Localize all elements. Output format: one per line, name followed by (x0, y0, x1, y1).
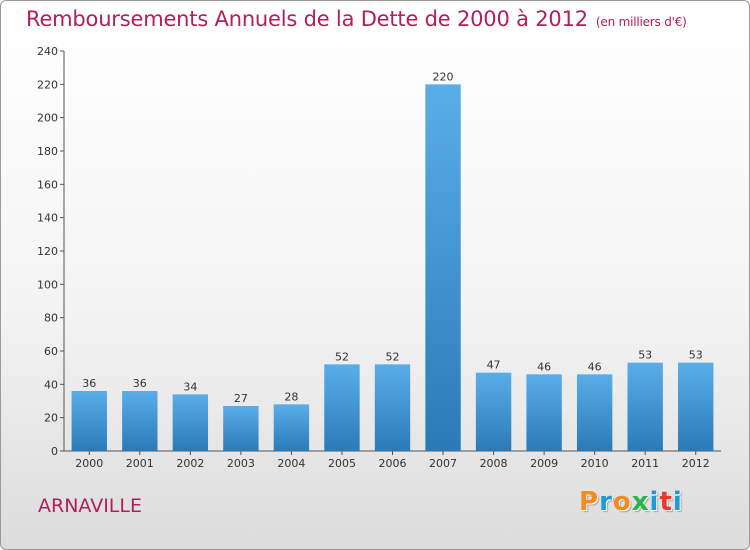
bar-value-label: 46 (537, 360, 551, 373)
bar-value-label: 47 (487, 359, 501, 372)
y-tick-label: 240 (37, 45, 58, 58)
x-tick-label: 2009 (530, 457, 558, 470)
y-tick-label: 160 (37, 178, 58, 191)
y-tick-label: 140 (37, 212, 58, 225)
bar (678, 362, 714, 451)
bar (324, 364, 360, 451)
bar-value-label: 36 (133, 377, 147, 390)
bar (273, 404, 310, 451)
bar (576, 374, 613, 451)
x-tick-label: 2000 (75, 457, 103, 470)
bar-series: 36 36 34 27 28 52 52 220 47 46 46 53 53 (71, 70, 714, 451)
x-tick-label: 2001 (126, 457, 154, 470)
x-tick-label: 2002 (176, 457, 204, 470)
bar-value-label: 53 (638, 349, 652, 362)
bar-value-label: 28 (284, 390, 298, 403)
location-label: ARNAVILLE (38, 495, 142, 517)
bar-value-label: 27 (234, 392, 248, 405)
x-tick-label: 2006 (379, 457, 407, 470)
y-tick-label: 120 (37, 245, 58, 258)
x-tick-label: 2010 (581, 457, 609, 470)
bar-value-label: 52 (335, 350, 349, 363)
y-tick-label: 40 (44, 378, 58, 391)
y-tick-label: 220 (37, 78, 58, 91)
bar-value-label: 220 (433, 70, 454, 83)
bar-value-label: 53 (689, 349, 703, 362)
bar-value-label: 34 (183, 380, 197, 393)
bar (122, 391, 158, 451)
bar-value-label: 52 (386, 350, 400, 363)
y-tick-label: 60 (44, 345, 58, 358)
x-tick-label: 2011 (631, 457, 659, 470)
y-tick-label: 200 (37, 112, 58, 125)
y-tick-label: 20 (44, 412, 58, 425)
bar-value-label: 36 (82, 377, 96, 390)
bar (71, 391, 107, 451)
chart-subtitle: (en milliers d'€) (595, 15, 687, 29)
bar (223, 406, 259, 451)
x-tick-label: 2004 (277, 457, 305, 470)
x-tick-label: 2003 (227, 457, 255, 470)
bar (526, 374, 562, 451)
x-tick-label: 2012 (682, 457, 710, 470)
chart-axes: 0 20 40 60 80 100 120 140 160 180 200 220 240 2000 200… (37, 45, 721, 470)
x-tick-label: 2005 (328, 457, 356, 470)
bar-value-label: 46 (588, 360, 602, 373)
bar (172, 394, 209, 451)
chart-title: Remboursements Annuels de la Dette de 20… (26, 7, 687, 31)
chart-title-text: Remboursements Annuels de la Dette de 20… (26, 7, 588, 31)
proxiti-logo: Proxiti (579, 487, 683, 517)
bar (475, 372, 512, 451)
bar (425, 84, 461, 451)
y-tick-label: 180 (37, 145, 58, 158)
y-tick-label: 0 (51, 445, 58, 458)
x-tick-label: 2007 (429, 457, 457, 470)
bar (627, 362, 663, 451)
y-tick-label: 80 (44, 312, 58, 325)
x-tick-label: 2008 (480, 457, 508, 470)
bar (374, 364, 411, 451)
y-tick-label: 100 (37, 278, 58, 291)
